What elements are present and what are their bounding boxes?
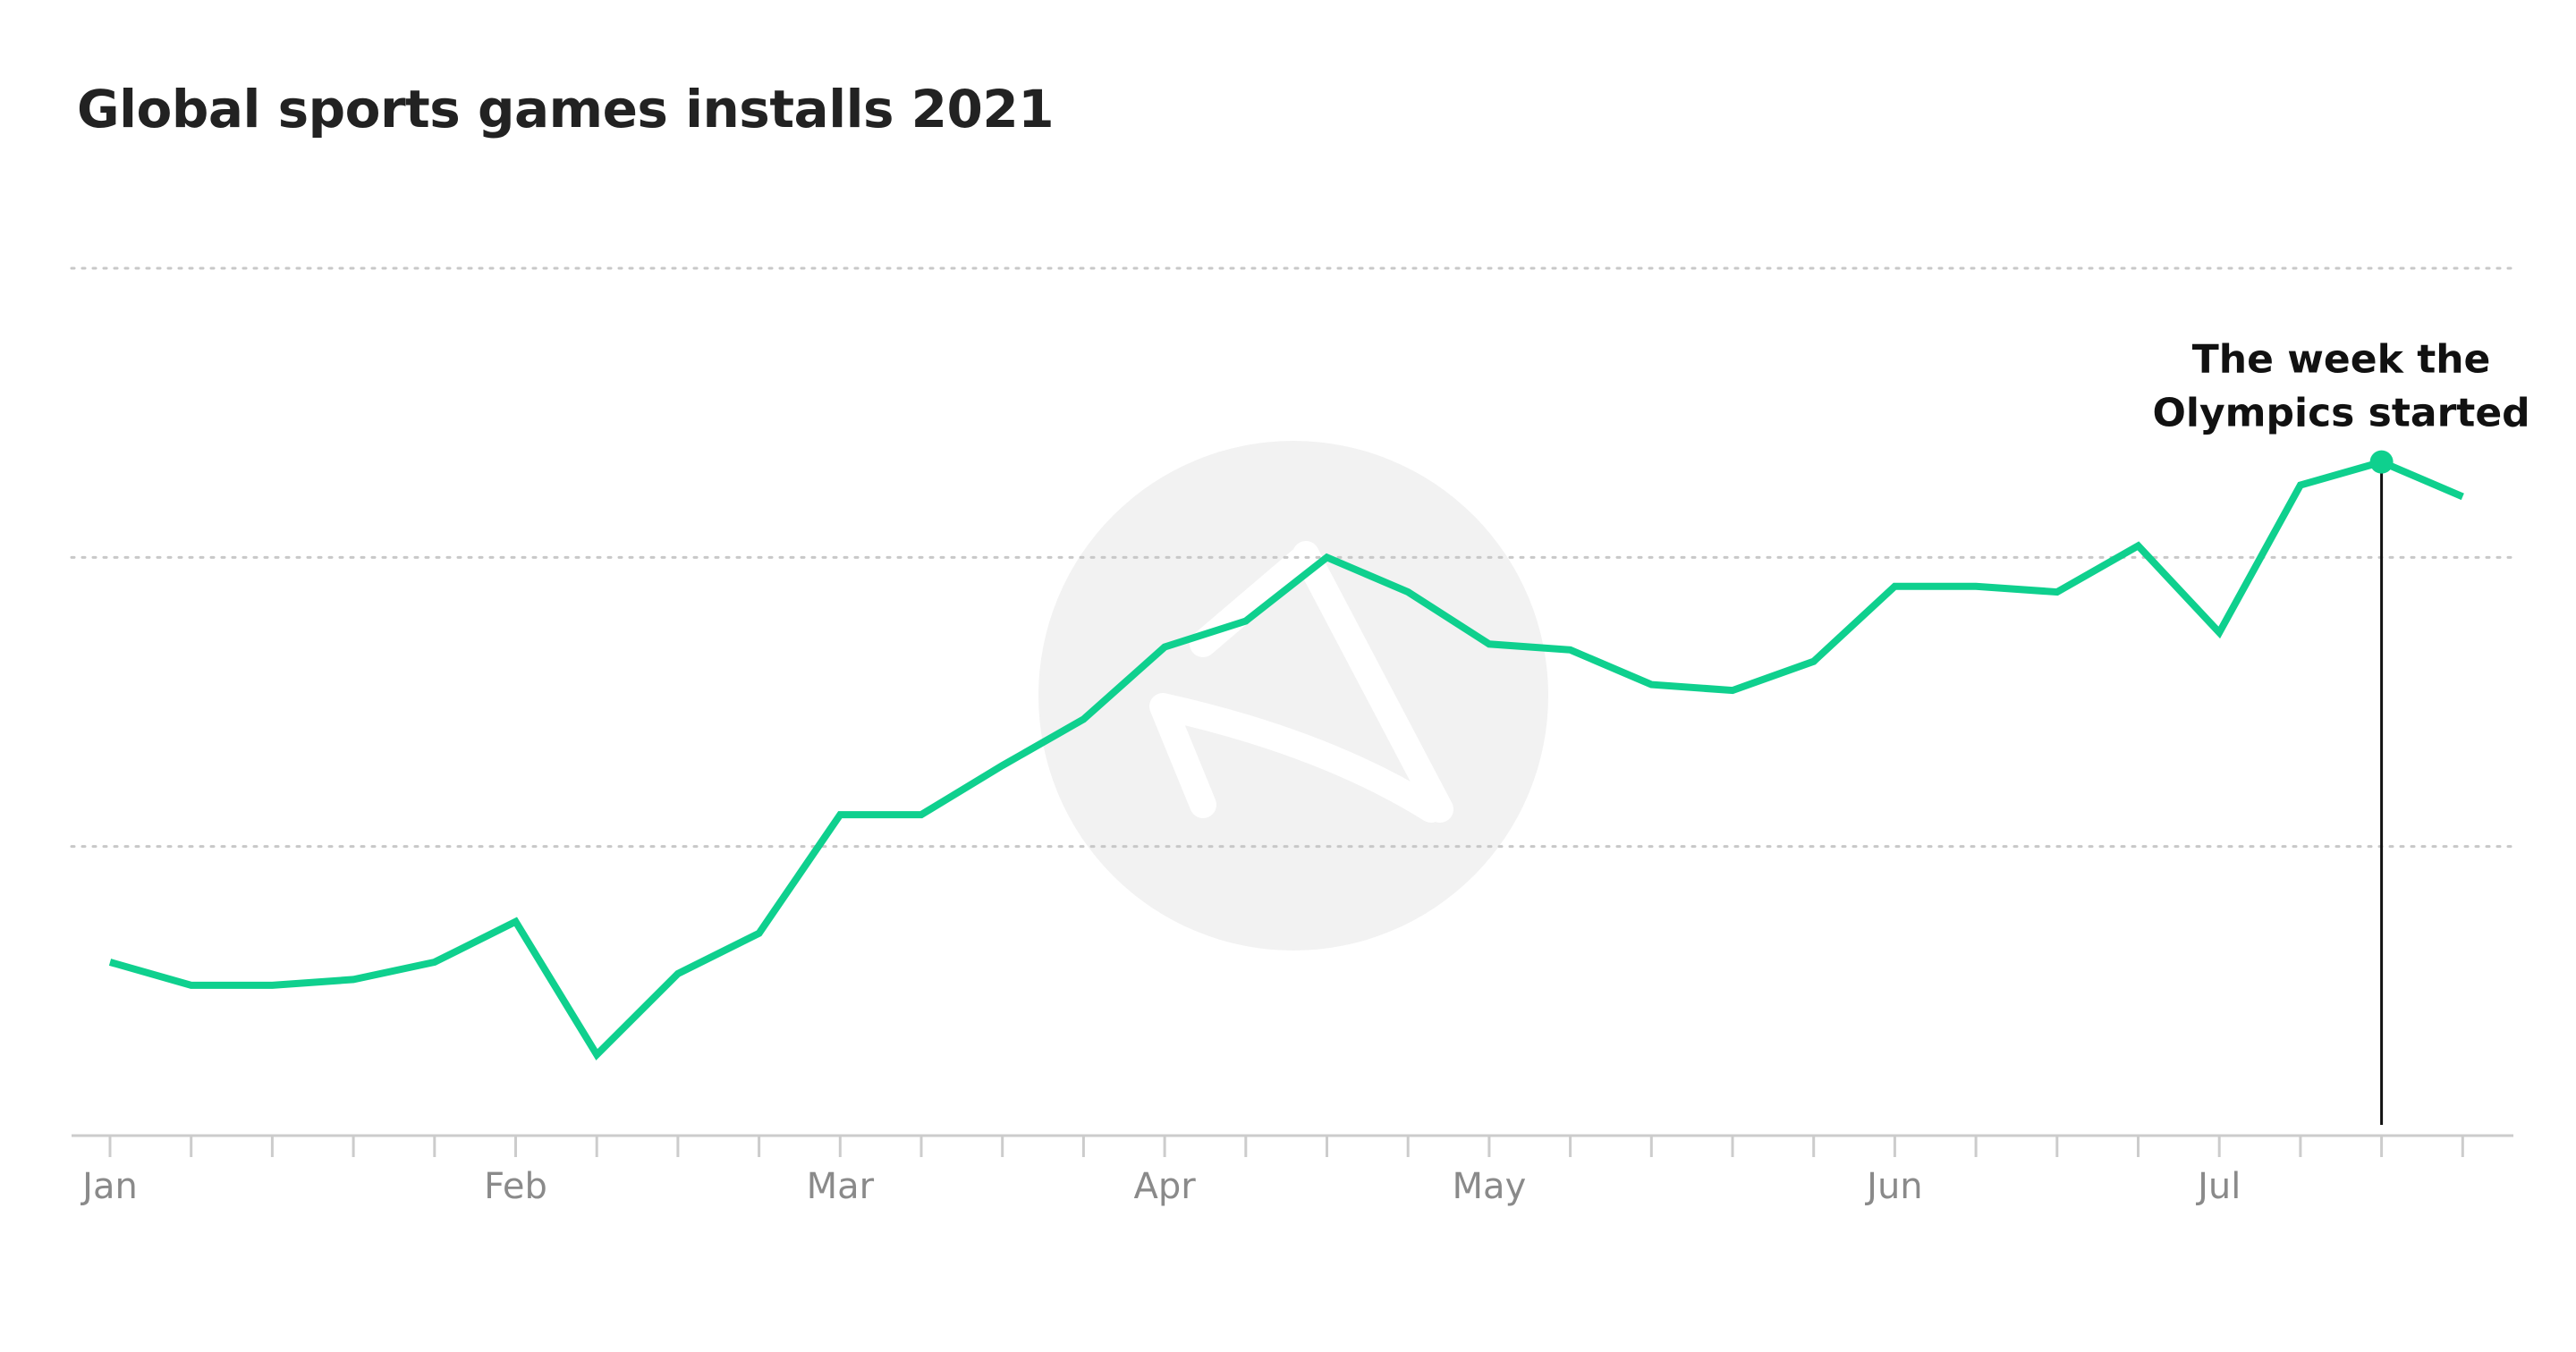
annotation-text-line: Olympics started (2153, 391, 2530, 436)
x-axis: Jan Feb Mar Apr May Jun Jul (72, 1134, 2513, 1207)
annotation-text-line: The week the (2192, 337, 2491, 383)
x-tick-label: Jan (80, 1166, 138, 1207)
x-tick-label: Feb (484, 1166, 547, 1207)
annotation: The week the Olympics started (2153, 337, 2530, 1125)
x-tick-label: Mar (807, 1166, 875, 1207)
gridlines (70, 266, 2515, 849)
x-tick-label: May (1453, 1166, 1527, 1207)
chart-title: Global sports games installs 2021 (77, 79, 1055, 139)
x-tick-label: Jul (2195, 1166, 2241, 1207)
x-tick-label: Jun (1864, 1166, 1923, 1207)
brand-logo-watermark (1038, 441, 1548, 951)
x-tick-label: Apr (1133, 1166, 1196, 1207)
series (108, 458, 2464, 1060)
series-line (108, 458, 2464, 1060)
annotation-marker (2369, 450, 2394, 474)
